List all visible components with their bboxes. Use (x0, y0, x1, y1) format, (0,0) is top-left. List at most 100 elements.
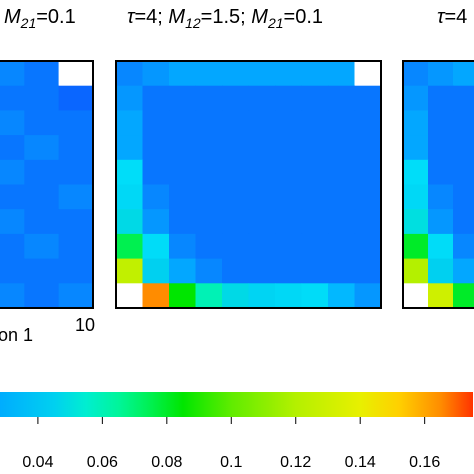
heatmap-cell (195, 110, 223, 136)
heatmap-cell (142, 135, 170, 161)
heatmap-cell (222, 258, 250, 284)
heatmap-cell (58, 61, 94, 87)
heatmap-cell (142, 110, 170, 136)
heatmap-cell (222, 61, 250, 87)
heatmap-cell (354, 233, 382, 260)
heatmap-cell (0, 283, 25, 309)
heatmap-cell (248, 110, 276, 136)
heatmap-cell (354, 184, 382, 210)
heatmap-cell (453, 135, 474, 161)
heatmap-cell (195, 209, 223, 235)
heatmap-cell (195, 61, 223, 87)
heatmap-cell (428, 159, 454, 186)
heatmap-cell (328, 159, 356, 186)
heatmap-cell (275, 184, 303, 210)
heatmap-cell (275, 258, 303, 284)
heatmap-cell (195, 159, 223, 186)
heatmap-cell (275, 110, 303, 136)
colorbar-tick-label: 0.04 (22, 454, 53, 471)
heatmap-cell (328, 233, 356, 260)
heatmap-cell (403, 110, 429, 136)
heatmap-cell (354, 85, 382, 111)
heatmap-cell (428, 233, 454, 260)
heatmap-cell (301, 233, 329, 260)
heatmap-cell (275, 209, 303, 235)
heatmap-cell (116, 258, 144, 284)
heatmap-cell (301, 184, 329, 210)
heatmap-cell (453, 61, 474, 87)
heatmap-cell (142, 209, 170, 235)
frame-middle (115, 60, 382, 309)
heatmap-cell (428, 135, 454, 161)
heatmap-cell (116, 85, 144, 111)
title-mid-tau-value: =4; (134, 6, 168, 28)
heatmap-cell (116, 283, 144, 309)
colorbar-tick-label: 0.1 (220, 454, 242, 471)
frame-left (0, 60, 94, 309)
heatmap-cell (195, 258, 223, 284)
heatmap-cell (0, 159, 25, 186)
heatmap-cell (169, 85, 197, 111)
heatmap-cell (169, 258, 197, 284)
heatmap-middle (116, 61, 382, 309)
heatmap-cell (142, 283, 170, 309)
heatmap-cell (248, 184, 276, 210)
heatmap-cell (354, 159, 382, 186)
heatmap-cell (142, 85, 170, 111)
heatmap-cell (142, 233, 170, 260)
heatmap-cell (24, 110, 60, 136)
heatmap-cell (328, 184, 356, 210)
heatmap-cell (195, 283, 223, 309)
title-mid-tau: τ (127, 6, 136, 28)
heatmap-cell (275, 135, 303, 161)
heatmap-cell (354, 258, 382, 284)
heatmap-left (0, 61, 94, 309)
panel-title-right: τ=4 (437, 6, 467, 28)
heatmap-cell (328, 110, 356, 136)
heatmap-cell (248, 283, 276, 309)
heatmap-cell (0, 85, 25, 111)
colorbar-tick-label: 0.14 (345, 454, 376, 471)
heatmap-cell (428, 61, 454, 87)
heatmap-cell (195, 233, 223, 260)
heatmap-right (403, 61, 474, 309)
heatmap-cell (354, 209, 382, 235)
heatmap-cell (195, 85, 223, 111)
heatmap-cell (403, 283, 429, 309)
heatmap-cell (58, 159, 94, 186)
heatmap-cell (275, 85, 303, 111)
heatmap-cell (248, 135, 276, 161)
heatmap-cell (428, 184, 454, 210)
heatmap-cell (328, 85, 356, 111)
heatmap-cell (275, 159, 303, 186)
heatmap-cell (301, 85, 329, 111)
title-mid-m21-value: =0.1 (284, 6, 323, 28)
colorbar (0, 392, 473, 417)
heatmap-cell (428, 283, 454, 309)
heatmap-cell (0, 209, 25, 235)
heatmap-cell (58, 85, 94, 111)
heatmap-cell (428, 110, 454, 136)
heatmap-cell (403, 159, 429, 186)
heatmap-cell (328, 258, 356, 284)
heatmap-cell (222, 85, 250, 111)
heatmap-cell (142, 184, 170, 210)
heatmap-cell (453, 258, 474, 284)
heatmap-cell (248, 85, 276, 111)
heatmap-cell (24, 258, 60, 284)
heatmap-cell (328, 135, 356, 161)
heatmap-cell (301, 159, 329, 186)
heatmap-cell (354, 283, 382, 309)
heatmap-cell (222, 233, 250, 260)
heatmap-cell (222, 209, 250, 235)
heatmap-cell (142, 61, 170, 87)
title-left-symbol: M (4, 6, 21, 28)
heatmap-cell (403, 233, 429, 260)
heatmap-cell (453, 233, 474, 260)
heatmap-cell (0, 135, 25, 161)
heatmap-cell (248, 233, 276, 260)
heatmap-cell (354, 110, 382, 136)
heatmap-cell (169, 135, 197, 161)
heatmap-cell (169, 184, 197, 210)
heatmap-cell (169, 159, 197, 186)
